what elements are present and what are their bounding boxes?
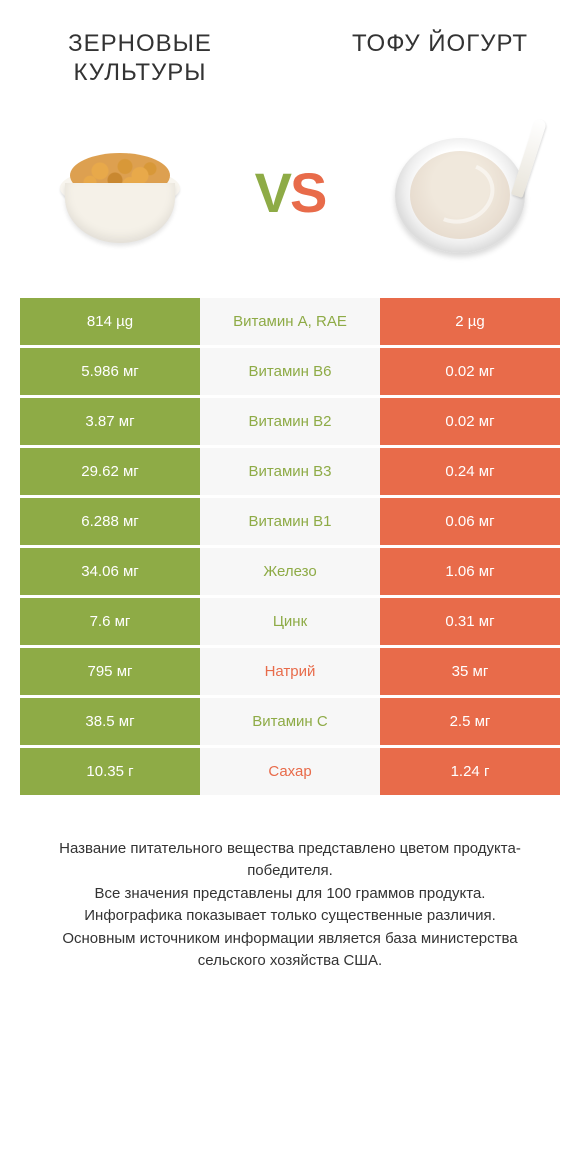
cell-right: 1.24 г	[380, 748, 560, 795]
cell-right: 0.02 мг	[380, 398, 560, 445]
cell-right: 0.31 мг	[380, 598, 560, 645]
cell-nutrient: Витамин B6	[200, 348, 380, 395]
cell-right: 2 µg	[380, 298, 560, 345]
cereal-icon	[50, 128, 190, 258]
cell-right: 0.02 мг	[380, 348, 560, 395]
cell-right: 1.06 мг	[380, 548, 560, 595]
table-row: 7.6 мгЦинк0.31 мг	[20, 598, 560, 648]
table-row: 5.986 мгВитамин B60.02 мг	[20, 348, 560, 398]
cell-right: 0.06 мг	[380, 498, 560, 545]
table-row: 814 µgВитамин A, RAE2 µg	[20, 298, 560, 348]
footnotes: Название питательного вещества представл…	[0, 798, 580, 973]
cell-nutrient: Витамин A, RAE	[200, 298, 380, 345]
table-row: 3.87 мгВитамин B20.02 мг	[20, 398, 560, 448]
cell-left: 34.06 мг	[20, 548, 200, 595]
footnote-line: Основным источником информации является …	[30, 928, 550, 973]
yogurt-icon	[390, 128, 530, 258]
cell-nutrient: Витамин C	[200, 698, 380, 745]
cell-left: 6.288 мг	[20, 498, 200, 545]
cell-left: 795 мг	[20, 648, 200, 695]
table-row: 34.06 мгЖелезо1.06 мг	[20, 548, 560, 598]
cell-right: 35 мг	[380, 648, 560, 695]
vs-label: VS	[255, 160, 326, 225]
footnote-line: Название питательного вещества представл…	[30, 838, 550, 883]
cell-left: 3.87 мг	[20, 398, 200, 445]
cell-left: 29.62 мг	[20, 448, 200, 495]
title-right: ТОФУ ЙОГУРТ	[340, 30, 540, 88]
cell-left: 814 µg	[20, 298, 200, 345]
title-left: ЗЕРНОВЫЕ КУЛЬТУРЫ	[40, 30, 240, 88]
cell-left: 10.35 г	[20, 748, 200, 795]
cell-right: 2.5 мг	[380, 698, 560, 745]
cell-nutrient: Натрий	[200, 648, 380, 695]
cell-left: 7.6 мг	[20, 598, 200, 645]
cell-left: 38.5 мг	[20, 698, 200, 745]
cell-nutrient: Железо	[200, 548, 380, 595]
cell-left: 5.986 мг	[20, 348, 200, 395]
table-row: 795 мгНатрий35 мг	[20, 648, 560, 698]
cell-nutrient: Витамин B3	[200, 448, 380, 495]
vs-s: S	[290, 161, 325, 224]
titles-row: ЗЕРНОВЫЕ КУЛЬТУРЫ ТОФУ ЙОГУРТ	[0, 0, 580, 98]
cell-nutrient: Витамин B2	[200, 398, 380, 445]
table-row: 10.35 гСахар1.24 г	[20, 748, 560, 798]
footnote-line: Инфографика показывает только существенн…	[30, 905, 550, 928]
images-row: VS	[0, 98, 580, 298]
cell-nutrient: Витамин B1	[200, 498, 380, 545]
footnote-line: Все значения представлены для 100 граммо…	[30, 883, 550, 906]
vs-v: V	[255, 161, 290, 224]
cell-nutrient: Сахар	[200, 748, 380, 795]
cell-nutrient: Цинк	[200, 598, 380, 645]
comparison-table: 814 µgВитамин A, RAE2 µg5.986 мгВитамин …	[0, 298, 580, 798]
table-row: 29.62 мгВитамин B30.24 мг	[20, 448, 560, 498]
table-row: 38.5 мгВитамин C2.5 мг	[20, 698, 560, 748]
cell-right: 0.24 мг	[380, 448, 560, 495]
table-row: 6.288 мгВитамин B10.06 мг	[20, 498, 560, 548]
